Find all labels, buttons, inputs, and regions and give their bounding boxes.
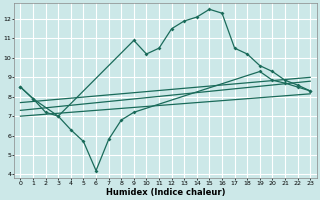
X-axis label: Humidex (Indice chaleur): Humidex (Indice chaleur) bbox=[106, 188, 225, 197]
